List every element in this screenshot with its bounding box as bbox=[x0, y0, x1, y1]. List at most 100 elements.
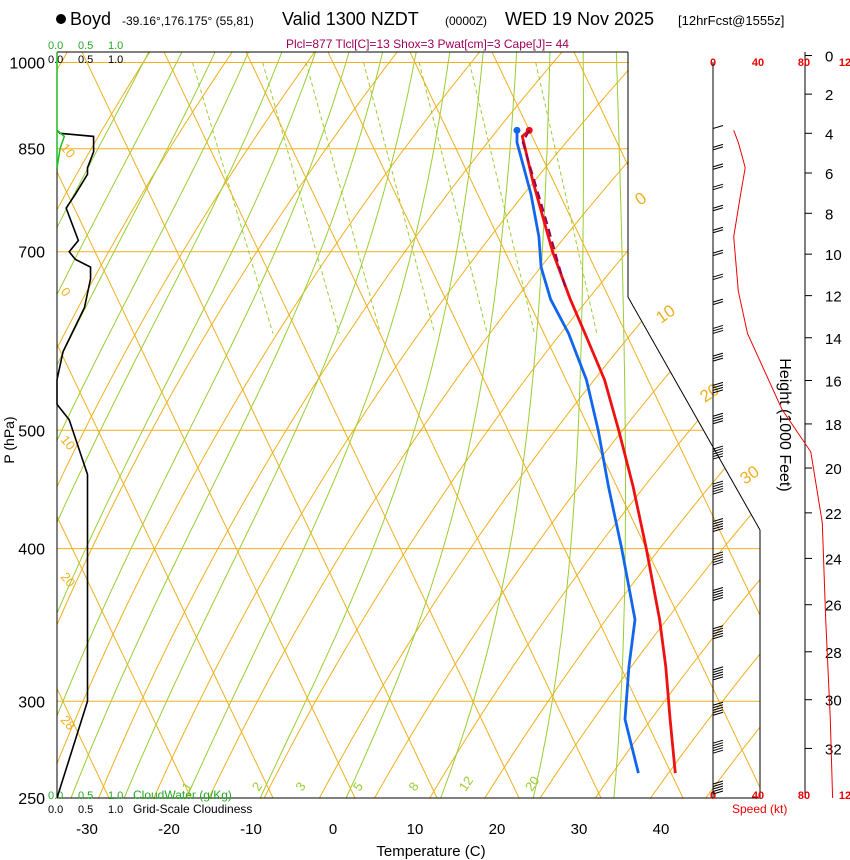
wind-speed-tick-bottom: 12 bbox=[839, 790, 850, 802]
wind-barb bbox=[712, 739, 724, 758]
wind-barb-flag bbox=[712, 226, 724, 231]
pressure-tick-label: 700 bbox=[18, 245, 45, 262]
wind-barb-flag bbox=[712, 739, 724, 744]
temperature-tick-label: -30 bbox=[76, 821, 98, 838]
wind-barb bbox=[712, 518, 724, 536]
wind-speed-tick-top: 12 bbox=[839, 57, 850, 69]
cloudwater-scale-top: 0.0 bbox=[48, 40, 63, 52]
moist-adiabat bbox=[176, 52, 453, 798]
height-tick-label: 0 bbox=[825, 49, 833, 66]
wind-barb-flag bbox=[712, 551, 724, 556]
moist-adiabat bbox=[335, 52, 518, 798]
wind-barb bbox=[712, 324, 724, 343]
temperature-tick-label: 30 bbox=[571, 821, 588, 838]
valid-time: Valid 1300 NZDT bbox=[282, 9, 419, 29]
wind-barb-flag bbox=[712, 711, 724, 716]
wind-barb bbox=[712, 666, 724, 684]
wind-barb-flag bbox=[712, 483, 724, 488]
pressure-tick-label: 400 bbox=[18, 542, 45, 559]
moist-adiabat bbox=[57, 52, 223, 798]
wind-barb-flag bbox=[712, 448, 724, 453]
isotherm bbox=[648, 52, 760, 798]
y-axis-label: P (hPa) bbox=[1, 416, 17, 463]
wind-barb bbox=[712, 298, 724, 317]
wind-barb-flag bbox=[712, 445, 724, 450]
wind-barb bbox=[712, 551, 724, 569]
dry-adiabat bbox=[57, 52, 410, 798]
wind-barb-flag bbox=[712, 788, 724, 792]
wind-barb-flag bbox=[712, 384, 724, 389]
height-tick-label: 20 bbox=[825, 461, 842, 478]
forecast-info: [12hrFcst@1555z] bbox=[678, 13, 785, 28]
temperature-line bbox=[520, 129, 677, 774]
cloudiness-scale-top: 1.0 bbox=[108, 54, 123, 66]
isotherm bbox=[57, 52, 202, 798]
cloudwater-scale-top: 0.5 bbox=[78, 40, 93, 52]
forecast-date: WED 19 Nov 2025 bbox=[505, 9, 655, 29]
pressure-tick-label: 850 bbox=[18, 142, 45, 159]
mixing-ratio-label: 12 bbox=[456, 773, 477, 793]
wind-barb-flag bbox=[712, 558, 724, 563]
wind-barb-flag bbox=[712, 455, 724, 460]
mixing-ratio-label: 20 bbox=[522, 773, 543, 793]
height-tick-label: 30 bbox=[825, 693, 842, 710]
wind-barb-flag bbox=[712, 635, 724, 640]
wind-barb-flag bbox=[712, 523, 724, 528]
wind-barb-flag bbox=[712, 415, 724, 420]
moist-adiabat bbox=[611, 52, 626, 798]
wind-barb-flag bbox=[712, 143, 724, 148]
dry-adiabat bbox=[57, 52, 244, 798]
moist-adiabat bbox=[114, 52, 420, 798]
wind-speed-tick-top: 80 bbox=[798, 57, 810, 69]
temperature-tick-label: 0 bbox=[329, 821, 337, 838]
isotherm bbox=[57, 52, 366, 798]
wind-barb bbox=[712, 143, 724, 162]
height-tick-label: 6 bbox=[825, 166, 833, 183]
wind-barb-flag bbox=[712, 520, 724, 525]
dewpoint-line-surface-dot bbox=[513, 126, 521, 134]
wind-barb-flag bbox=[712, 587, 724, 592]
left-isotherm-label: 28 bbox=[58, 712, 79, 733]
wind-barb-flag bbox=[712, 381, 724, 386]
isotherm bbox=[484, 52, 760, 798]
pressure-tick-label: 250 bbox=[18, 791, 45, 808]
wind-barb-flag bbox=[712, 676, 724, 681]
wind-barb-flag bbox=[712, 556, 724, 561]
wind-barb-flag bbox=[712, 632, 724, 637]
wind-barb-flag bbox=[712, 229, 724, 234]
pressure-tick-label: 300 bbox=[18, 694, 45, 711]
wind-barb-flag bbox=[712, 480, 724, 485]
wind-barb-flag bbox=[712, 125, 724, 130]
wind-speed-tick-top: 40 bbox=[752, 57, 764, 69]
moist-adiabat bbox=[57, 52, 256, 798]
cloudiness-scale-top: 0.0 bbox=[48, 54, 63, 66]
wind-barb-flag bbox=[712, 485, 724, 490]
height-tick-label: 26 bbox=[825, 598, 842, 615]
height-axis-label: Height (1000 Feet) bbox=[776, 358, 793, 491]
wind-barb-flag bbox=[712, 357, 724, 362]
height-tick-label: 28 bbox=[825, 645, 842, 662]
mixing-ratio-line bbox=[363, 62, 436, 334]
dry-adiabat bbox=[143, 52, 659, 798]
wind-barb bbox=[712, 163, 724, 181]
wind-barb-flag bbox=[712, 389, 724, 394]
dry-adiabat bbox=[57, 52, 161, 798]
height-tick-label: 22 bbox=[825, 506, 842, 523]
frame-diagonal bbox=[627, 296, 761, 531]
wind-barb-flag bbox=[712, 488, 724, 493]
isotherm bbox=[156, 52, 530, 798]
mixing-ratio-line bbox=[262, 62, 340, 334]
wind-barb-flag bbox=[712, 630, 724, 635]
wind-barb-flag bbox=[712, 594, 724, 599]
wind-barb-flag bbox=[712, 163, 724, 168]
temperature-tick-label: 10 bbox=[407, 821, 424, 838]
wind-barb-flag bbox=[712, 553, 724, 558]
cloudiness-line bbox=[56, 129, 95, 799]
isotherm bbox=[566, 52, 760, 798]
mixing-ratio-line bbox=[468, 62, 536, 334]
pressure-tick-label: 500 bbox=[18, 423, 45, 440]
wind-barb bbox=[712, 352, 724, 371]
wind-barb-flag bbox=[712, 749, 724, 754]
isotherm bbox=[57, 52, 284, 798]
utc-time: (0000Z) bbox=[445, 14, 488, 28]
